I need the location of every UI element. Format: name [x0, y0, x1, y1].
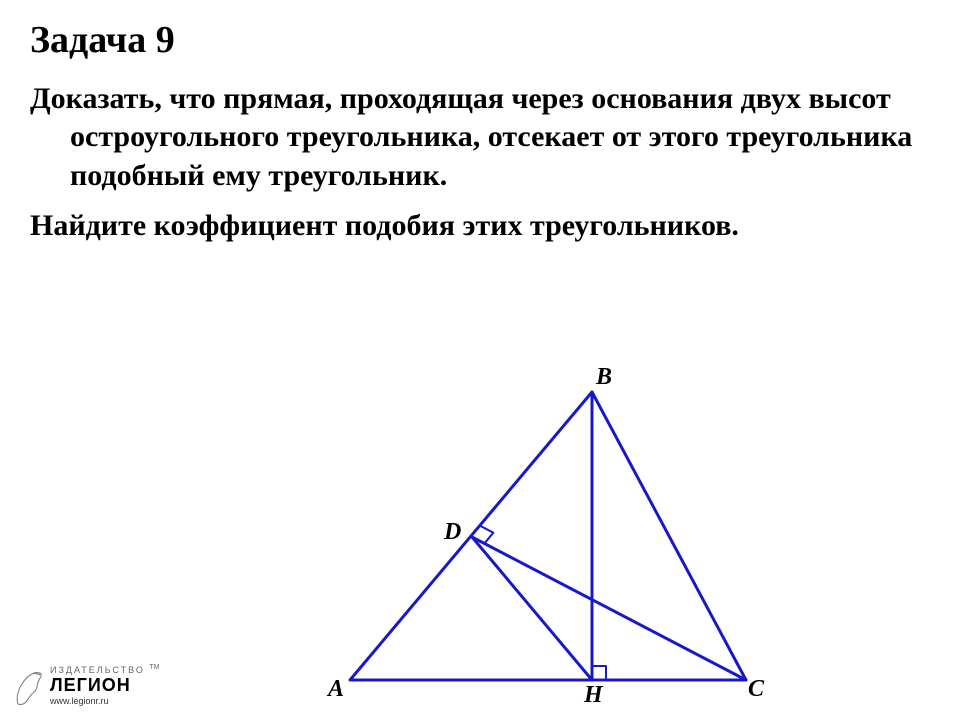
publisher-tag: ИЗДАТЕЛЬСТВО TM	[50, 664, 192, 675]
figure-svg	[290, 380, 810, 716]
problem-title: Задача 9	[30, 18, 930, 62]
page: Задача 9 Доказать, что прямая, проходяща…	[0, 0, 960, 720]
vertex-label-h: H	[584, 682, 603, 709]
publisher-name: ЛЕГИОН	[50, 675, 192, 696]
publisher-url: www.legionr.ru	[50, 696, 192, 706]
publisher-logo: ИЗДАТЕЛЬСТВО TM ЛЕГИОН www.legionr.ru	[12, 664, 192, 712]
problem-statement-1: Доказать, что прямая, проходящая через о…	[30, 80, 930, 195]
vertex-label-b: B	[596, 364, 612, 391]
problem-statement-2: Найдите коэффициент подобия этих треугол…	[30, 207, 930, 245]
vertex-label-d: D	[444, 519, 461, 546]
horse-icon	[12, 668, 46, 708]
vertex-label-c: C	[748, 676, 764, 703]
vertex-label-a: A	[328, 676, 344, 703]
triangle-figure: A B C D H	[290, 380, 810, 716]
